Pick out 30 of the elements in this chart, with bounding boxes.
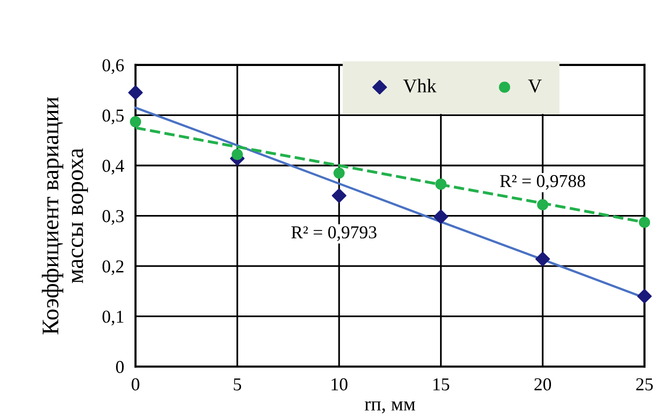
y-tick-label: 0,3 [102, 210, 124, 225]
y-tick-label: 0 [116, 360, 124, 374]
point [638, 216, 650, 228]
y-tick-label: 0,4 [102, 160, 124, 175]
legend-label: V [528, 80, 542, 93]
point [232, 148, 243, 160]
point [637, 288, 652, 304]
point [434, 210, 448, 224]
x-axis-title: rп, мм [364, 401, 416, 414]
point [435, 178, 446, 190]
x-tick-label: 10 [332, 378, 348, 390]
annotation: R² = 0,9793 [291, 226, 376, 242]
point [130, 116, 142, 128]
point [332, 188, 346, 203]
annotation: R² = 0,9788 [500, 174, 586, 190]
point [128, 85, 143, 100]
x-tick-label: 5 [234, 378, 242, 390]
y-tick-label: 0,2 [102, 260, 124, 276]
x-tick-label: 15 [433, 378, 450, 390]
point [537, 199, 548, 210]
y-tick-label: 0,5 [102, 109, 124, 124]
y-axis-title: Коэффициент вариации массы вороха [42, 97, 88, 334]
y-tick-label: 0,1 [102, 310, 124, 326]
x-tick-label: 0 [132, 378, 140, 390]
point [333, 167, 345, 179]
x-tick-label: 25 [636, 378, 653, 390]
x-tick-label: 20 [534, 378, 552, 390]
legend-label: Vhk [403, 78, 436, 93]
y-tick-label: 0,6 [102, 59, 124, 74]
point [535, 252, 550, 266]
